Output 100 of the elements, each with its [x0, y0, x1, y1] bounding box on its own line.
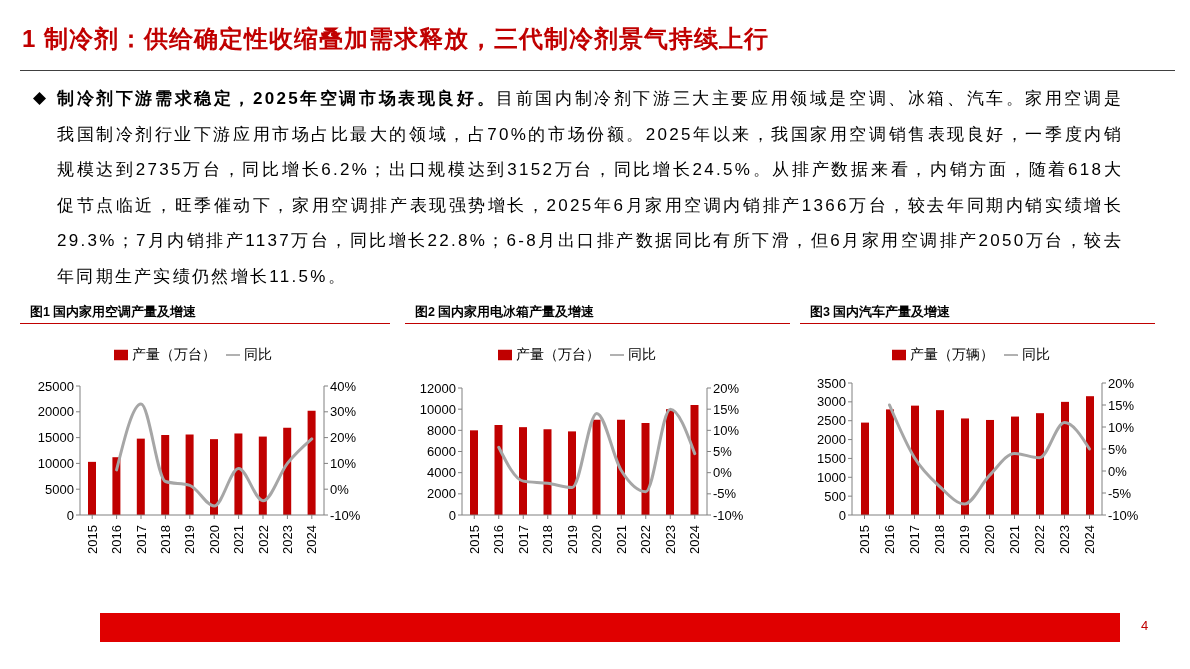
bar — [641, 422, 650, 515]
y2-tick-label: -5% — [713, 486, 737, 502]
legend-label: 同比 — [244, 346, 272, 362]
x-tick-label: 2023 — [279, 525, 295, 554]
x-tick-label: 2016 — [491, 525, 507, 554]
y2-tick-label: 10% — [713, 422, 740, 438]
bar — [283, 427, 292, 515]
x-tick-label: 2018 — [932, 525, 947, 554]
y2-tick-label: 0% — [713, 465, 733, 481]
bar — [690, 404, 699, 515]
bar — [1011, 416, 1019, 515]
y-tick-label: 0 — [838, 507, 846, 523]
y2-tick-label: 10% — [1108, 419, 1135, 435]
x-tick-label: 2020 — [982, 525, 997, 554]
bar — [911, 405, 919, 515]
y-tick-label: 6000 — [427, 444, 456, 460]
y2-tick-label: 15% — [713, 401, 740, 417]
chart-title: 图2 国内家用电冰箱产量及增速 — [415, 304, 595, 321]
bar — [185, 434, 194, 515]
y-tick-label: 5000 — [45, 481, 74, 497]
x-tick-label: 2022 — [255, 525, 271, 554]
bar — [494, 425, 503, 515]
x-tick-label: 2022 — [1032, 525, 1047, 554]
legend-label: 同比 — [628, 346, 656, 362]
x-tick-label: 2021 — [231, 525, 247, 554]
y2-tick-label: -10% — [713, 507, 744, 523]
line-series — [497, 407, 697, 494]
x-tick-label: 2023 — [662, 525, 678, 554]
bar — [961, 418, 969, 515]
x-tick-label: 2019 — [182, 525, 198, 554]
y2-tick-label: -10% — [330, 507, 361, 523]
bar — [543, 429, 552, 515]
bar — [986, 419, 994, 515]
bar — [161, 435, 170, 515]
x-tick-label: 2022 — [638, 525, 654, 554]
x-tick-label: 2019 — [564, 525, 580, 554]
x-tick-label: 2024 — [1082, 525, 1097, 554]
line-series — [888, 403, 1091, 506]
bar — [936, 410, 944, 515]
x-tick-label: 2015 — [84, 525, 100, 554]
y-tick-label: 0 — [448, 507, 456, 523]
y2-tick-label: 20% — [1108, 375, 1135, 391]
y-tick-label: 10000 — [419, 401, 456, 417]
text: 制冷剂下游需求稳定，2025年空调市场表现良好。目前国内制冷剂下游三大主要应用领域是空调、冰箱、汽车。家用空调是我国制冷剂行业下游应用市场占比最大的领域，占70%的市场份额。2025年以来，我国家用空调销售表现良好，一季度内销规模达到2735万台，同比增长6.2%；出口规模达到3152万台，同比增长24.5%。从排产数据来看，内销方面，随着618大促节点临近，旺季催动下，家用空调排产表现强势增长，2025年6月家用空调内销排产1366万台，较去年同期内销实绩增长29.3%；7月内销排产1137万台，同比增长22.8%；6-8月出口排产数据同比有所下滑，但6月家用空调排产2050万台，较去年同期生产实绩仍然增长11.5%。 — [57, 88, 1123, 288]
bar — [234, 433, 243, 515]
x-tick-label: 2016 — [882, 525, 897, 554]
y-tick-label: 2000 — [427, 486, 456, 502]
bar — [568, 431, 576, 515]
x-tick-label: 2021 — [613, 525, 629, 554]
y2-tick-label: 20% — [713, 380, 740, 396]
chart-title: 图1 国内家用空调产量及增速 — [30, 304, 197, 321]
text: 4 — [1141, 618, 1149, 633]
bar — [1036, 413, 1044, 515]
x-tick-label: 2021 — [1007, 525, 1022, 554]
x-tick-label: 2020 — [206, 525, 222, 554]
legend-label: 产量（万辆） — [910, 346, 994, 362]
y-tick-label: 15000 — [37, 430, 74, 446]
x-tick-label: 2018 — [540, 525, 556, 554]
y-tick-label: 500 — [824, 488, 846, 504]
y-tick-label: 2000 — [817, 432, 846, 448]
chart-title: 图3 国内汽车产量及增速 — [810, 304, 951, 321]
y-tick-label: 0 — [66, 507, 74, 523]
x-tick-label: 2017 — [133, 525, 149, 554]
y2-tick-label: -5% — [1108, 485, 1132, 501]
bar — [470, 430, 478, 515]
bar — [617, 419, 625, 515]
bar — [592, 419, 601, 515]
y-tick-label: 25000 — [37, 378, 74, 394]
y-tick-label: 8000 — [427, 422, 456, 438]
y2-tick-label: 10% — [330, 456, 357, 472]
y-tick-label: 1000 — [817, 469, 846, 485]
y2-tick-label: 5% — [713, 444, 733, 460]
y2-tick-label: 0% — [1108, 463, 1128, 479]
y-tick-label: 3500 — [817, 375, 846, 391]
y-tick-label: 12000 — [419, 380, 456, 396]
x-tick-label: 2015 — [466, 525, 482, 554]
bar — [307, 410, 316, 515]
bar — [886, 409, 894, 515]
line-series — [115, 402, 314, 508]
y2-tick-label: 20% — [330, 430, 357, 446]
legend-label: 同比 — [1022, 346, 1050, 362]
x-tick-label: 2016 — [109, 525, 125, 554]
x-tick-label: 2019 — [957, 525, 972, 554]
x-tick-label: 2015 — [857, 525, 872, 554]
x-tick-label: 2024 — [304, 525, 320, 554]
y-tick-label: 4000 — [427, 465, 456, 481]
bar — [519, 427, 527, 515]
bar — [210, 439, 218, 515]
x-tick-label: 2018 — [157, 525, 173, 554]
bar — [1061, 401, 1069, 515]
legend-label: 产量（万台） — [132, 346, 216, 362]
y-tick-label: 20000 — [37, 404, 74, 420]
x-tick-label: 2023 — [1057, 525, 1072, 554]
bar — [136, 438, 145, 515]
bar — [666, 409, 674, 515]
y2-tick-label: 5% — [1108, 441, 1128, 457]
x-tick-label: 2020 — [589, 525, 605, 554]
y2-tick-label: 15% — [1108, 397, 1135, 413]
text: 1 制冷剂：供给确定性收缩叠加需求释放，三代制冷剂景气持续上行 — [22, 24, 770, 54]
y2-tick-label: 30% — [330, 404, 357, 420]
